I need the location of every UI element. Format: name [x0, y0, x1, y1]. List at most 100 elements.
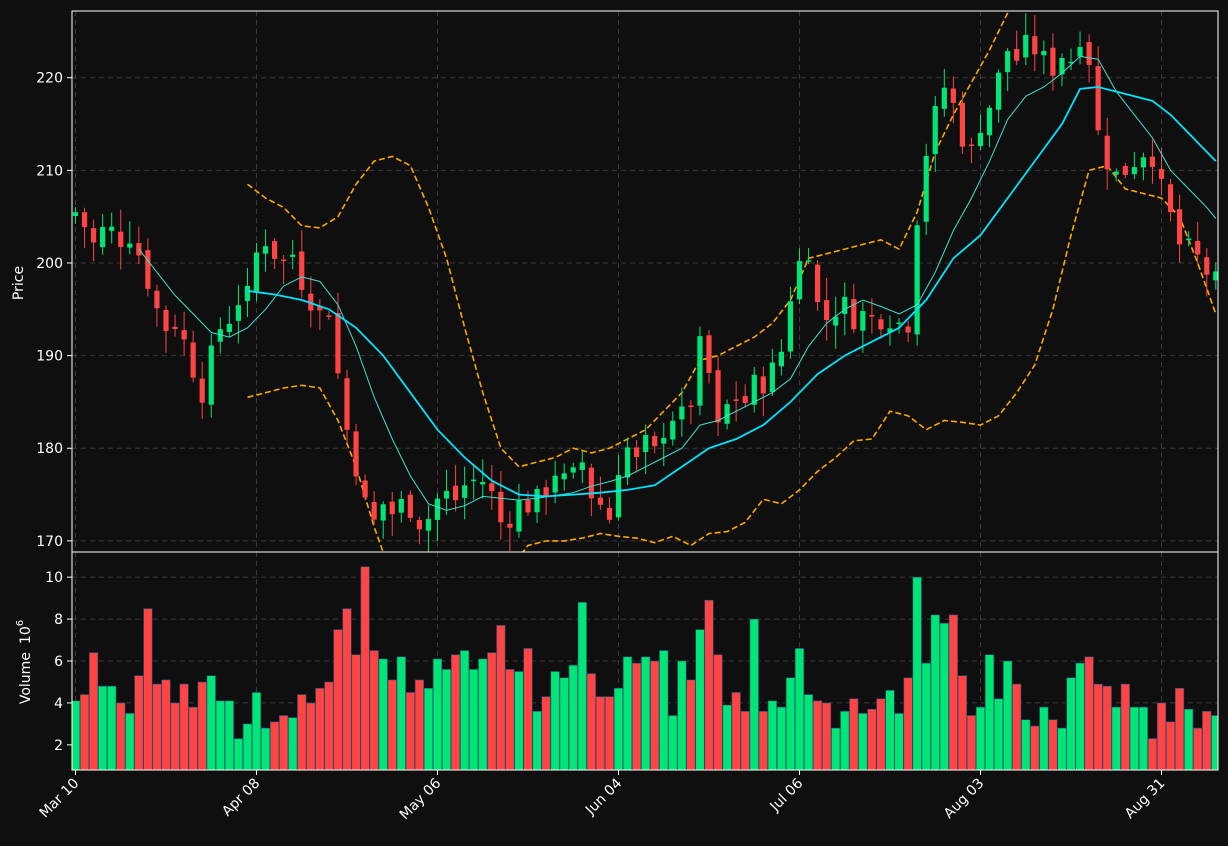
volume-bar-down — [948, 614, 958, 770]
candle-up — [887, 328, 893, 333]
volume-bar-up — [224, 700, 234, 770]
volume-bar-down — [1202, 711, 1212, 770]
volume-axis-unit: 10 — [18, 626, 34, 644]
candle-down — [824, 300, 830, 321]
volume-bar-up — [423, 687, 434, 770]
volume-bar-up — [206, 675, 216, 770]
volume-bar-down — [116, 702, 126, 770]
candle-up — [833, 316, 839, 326]
volume-bar-down — [188, 706, 198, 770]
volume-bar-up — [550, 671, 560, 770]
price-tick-label: 220 — [36, 71, 63, 87]
candle-down — [742, 395, 748, 404]
volume-bar-up — [1075, 662, 1085, 770]
date-tick-label: Apr 08 — [219, 776, 263, 820]
volume-bar-up — [858, 713, 868, 770]
candle-down — [959, 102, 965, 147]
volume-bar-down — [333, 629, 343, 770]
candle-up — [262, 246, 269, 254]
volume-bar-down — [269, 721, 280, 770]
volume-bar-down — [351, 654, 361, 770]
candle-up — [1023, 34, 1029, 58]
candle-down — [715, 370, 721, 423]
candle-down — [91, 228, 97, 243]
volume-bar-up — [921, 662, 931, 770]
candle-up — [615, 475, 622, 518]
candle-up — [226, 323, 232, 333]
volume-tick-label: 6 — [54, 654, 63, 670]
volume-bar-up — [831, 727, 841, 770]
volume-bar-down — [487, 652, 497, 770]
volume-bar-up — [1057, 727, 1067, 770]
volume-bar-up — [568, 664, 578, 770]
volume-bar-down — [387, 679, 397, 770]
volume-bar-down — [631, 662, 642, 770]
volume-bar-down — [740, 711, 750, 770]
volume-bar-down — [1102, 685, 1112, 770]
candle-up — [534, 488, 540, 513]
candle-up — [1077, 47, 1083, 57]
volume-bar-up — [1066, 677, 1076, 770]
volume-bar-up — [469, 669, 479, 770]
volume-bar-down — [541, 696, 551, 770]
volume-bar-down — [297, 694, 307, 770]
volume-bar-down — [876, 698, 886, 770]
volume-bar-down — [161, 679, 171, 770]
candle-up — [235, 305, 241, 321]
candle-up — [443, 490, 450, 499]
volume-bar-down — [1012, 683, 1022, 770]
candle-down — [498, 491, 504, 523]
candle-up — [941, 87, 947, 109]
volume-bar-down — [1175, 687, 1185, 770]
volume-bar-up — [803, 694, 814, 770]
candle-down — [950, 88, 956, 103]
candle-down — [371, 501, 377, 520]
candle-up — [127, 243, 133, 248]
volume-bar-up — [1138, 706, 1148, 770]
candle-up — [842, 296, 848, 314]
volume-bar-up — [749, 618, 759, 770]
candle-down — [335, 312, 341, 374]
volume-bar-down — [89, 652, 99, 770]
price-tick-label: 170 — [36, 534, 63, 550]
candle-down — [353, 431, 359, 477]
candle-down — [181, 330, 187, 340]
volume-bar-down — [279, 715, 289, 770]
candle-up — [380, 504, 386, 521]
volume-bar-up — [613, 687, 624, 770]
price-tick-label: 200 — [36, 256, 63, 272]
volume-bar-up — [785, 677, 796, 770]
candle-up — [109, 226, 115, 231]
candle-down — [1149, 156, 1156, 167]
volume-bar-down — [360, 566, 370, 770]
candle-down — [154, 290, 160, 309]
moving-average-fast-line — [138, 55, 1217, 511]
candle-down — [81, 212, 88, 228]
candle-down — [1095, 66, 1101, 131]
volume-bar-up — [984, 654, 995, 770]
candle-up — [552, 475, 558, 493]
candle-down — [1195, 240, 1201, 255]
candle-down — [1086, 42, 1092, 65]
volume-bar-up — [432, 658, 443, 770]
candle-down — [652, 435, 658, 447]
candle-down — [851, 299, 857, 330]
volume-bar-up — [251, 692, 262, 770]
candle-up — [932, 106, 938, 155]
candle-up — [751, 374, 757, 405]
date-tick-label: Jun 04 — [582, 775, 625, 818]
price-tick-label: 190 — [36, 349, 63, 365]
volume-bar-up — [894, 713, 904, 770]
candle-down — [317, 306, 323, 311]
candle-down — [453, 485, 459, 501]
volume-bar-up — [107, 685, 117, 770]
volume-axis-label-text: Volume — [18, 652, 34, 704]
candle-up — [1005, 51, 1011, 73]
candle-down — [634, 447, 640, 457]
candle-up — [724, 404, 730, 424]
volume-bar-up — [577, 602, 587, 770]
candle-down — [606, 507, 613, 520]
volume-bar-down — [414, 679, 425, 770]
volume-bar-down — [595, 696, 605, 770]
